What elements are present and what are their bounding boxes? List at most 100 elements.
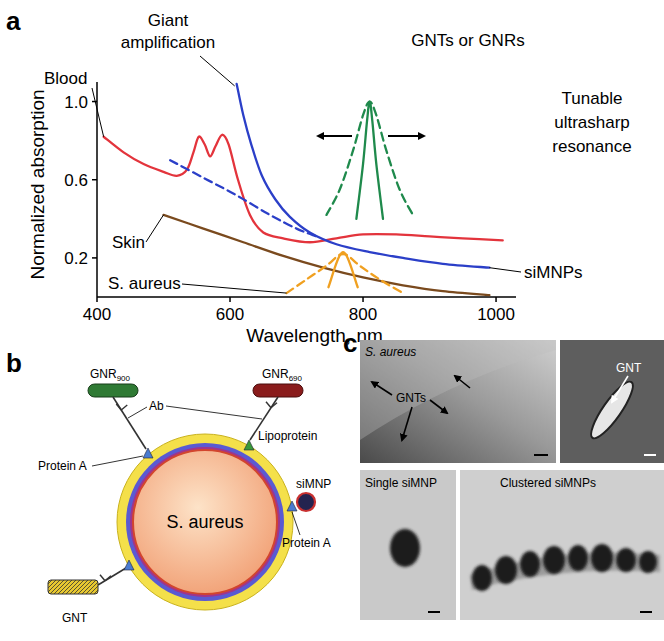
antibody [98, 568, 126, 585]
antibody-arm [266, 402, 271, 408]
series-line [328, 252, 357, 287]
annotation: resonance [552, 137, 631, 156]
simnp-particle [568, 545, 588, 571]
simnp [297, 493, 315, 511]
diagram-label: siMNP [296, 477, 331, 491]
annotation: amplification [121, 33, 216, 52]
y-axis-title: Normalized absorption [27, 89, 48, 279]
y-tick-label: 0.2 [64, 249, 88, 268]
arrow [455, 376, 470, 388]
simnp-particle [616, 548, 636, 572]
arrow [318, 135, 352, 137]
antibody-arm [100, 575, 105, 581]
leader-line [166, 406, 262, 419]
micrograph-title: Single siMNP [365, 476, 437, 490]
x-axis [97, 296, 516, 298]
diagram-label: Lipoprotein [258, 429, 317, 443]
y-tick [92, 101, 97, 103]
series-label: siMNPs [524, 263, 583, 282]
label-text: siMNP [296, 477, 331, 491]
simnp-particle [520, 551, 540, 577]
diagram-label: Ab [149, 399, 164, 413]
lipoprotein [244, 440, 254, 450]
y-tick-label: 0.6 [64, 171, 88, 190]
cell-body [133, 450, 277, 594]
arrow [402, 407, 412, 440]
leader-line [146, 215, 164, 242]
micrograph-title: S. aureus [365, 345, 416, 359]
antibody-arm [271, 403, 277, 408]
series-label: S. aureus [108, 274, 181, 293]
label-subscript: 900 [117, 374, 131, 383]
plot-area [104, 84, 503, 295]
antibody-arm [121, 405, 127, 410]
simnp-particle [472, 565, 492, 591]
scale-bar [534, 454, 548, 456]
micrograph [360, 340, 556, 463]
series-line [356, 102, 383, 219]
x-tick [229, 297, 231, 302]
simnp-particle [390, 529, 420, 567]
series-line [287, 254, 403, 293]
y-tick [92, 257, 97, 259]
simnp-particle [495, 556, 517, 584]
label-text: GNR [262, 367, 289, 381]
label-text: Lipoprotein [258, 429, 317, 443]
label-text: GNR [90, 367, 117, 381]
series-line [326, 102, 412, 215]
gold-nanotorch [48, 580, 98, 594]
micrograph [560, 340, 664, 463]
x-tick [362, 297, 364, 302]
leader-line [92, 456, 143, 466]
series-line [237, 84, 490, 268]
protein-a [287, 501, 297, 511]
x-tick-label: 800 [349, 305, 377, 324]
arrow [430, 400, 447, 413]
label-text: Protein A [38, 459, 87, 473]
panel-label: a [6, 6, 21, 36]
antibody-arm [116, 404, 121, 410]
leader-line [182, 284, 287, 293]
micrograph-label: GNT [616, 361, 642, 375]
micrograph [460, 470, 664, 620]
annotation: Giant [148, 11, 189, 30]
x-tick [96, 297, 98, 302]
label-subscript: 690 [289, 374, 303, 383]
arrow [612, 376, 628, 402]
annotation: ultrasharp [554, 113, 630, 132]
leader-line [292, 512, 300, 535]
antibody [113, 397, 146, 449]
micrograph-shade [360, 340, 556, 440]
x-tick-label: 1000 [477, 305, 515, 324]
micrograph [360, 470, 456, 620]
scale-bar [644, 454, 656, 456]
cell-layer [126, 443, 284, 601]
simnp-particle [543, 546, 565, 574]
diagram-label: GNT [62, 611, 88, 625]
y-axis [96, 82, 98, 297]
cell-wall [117, 434, 293, 610]
micrograph-title: Clustered siMNPs [500, 476, 596, 490]
series-line [104, 135, 503, 243]
arrow [388, 135, 424, 137]
x-tick-label: 600 [216, 305, 244, 324]
diagram-label: GNR690 [262, 367, 303, 383]
micrographs: S. aureusGNTsGNTSingle siMNPClustered si… [360, 340, 664, 620]
series-label: Blood [44, 69, 87, 88]
scale-bar [640, 611, 652, 613]
leader-line [128, 407, 147, 418]
gold-nanorod [88, 384, 138, 397]
gnt-particle [585, 377, 639, 443]
scale-bar [428, 611, 440, 613]
series-label: Skin [112, 233, 145, 252]
y-tick [92, 179, 97, 181]
diagram-label: GNR900 [90, 367, 131, 383]
simnp-particle [591, 544, 613, 572]
arrow [372, 382, 392, 395]
annotation: Tunable [562, 89, 623, 108]
diagram: S. aureusGNR900GNR690AbLipoproteinProtei… [38, 367, 331, 625]
antibody-arm [105, 576, 111, 581]
label-text: Ab [149, 399, 164, 413]
chart: 0.20.61.04006008001000Wavelength, nmNorm… [27, 11, 632, 346]
protein-a [124, 560, 134, 570]
